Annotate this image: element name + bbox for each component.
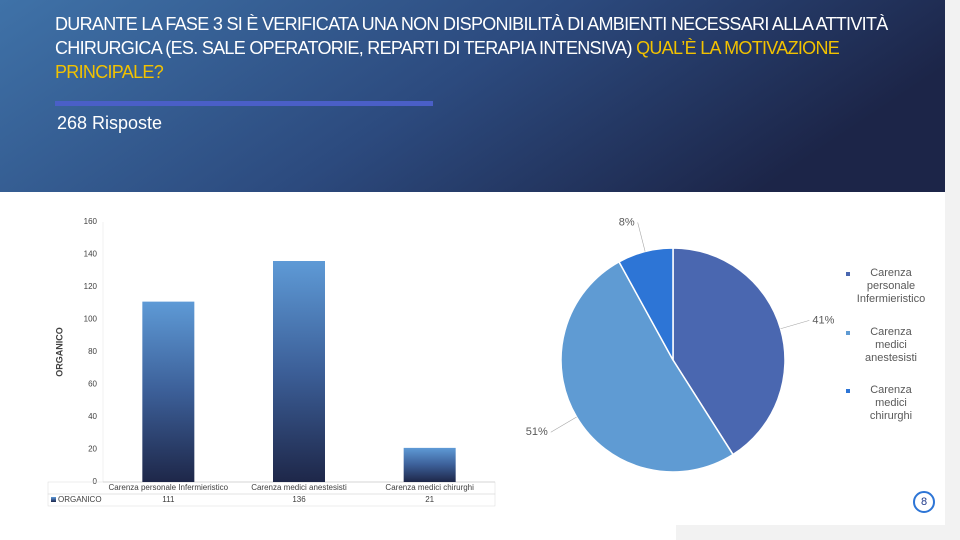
title-main: DURANTE LA FASE 3 SI È VERIFICATA UNA NO… [55,14,888,58]
y-tick-label: 100 [84,315,98,324]
legend-label: Carenza medici chirurghi [869,384,913,422]
leader-line [550,416,577,433]
bar [403,447,456,482]
table-border [47,493,496,507]
x-tick-label: Carenza personale Infermieristico [109,483,229,492]
side-strip [945,0,960,540]
page-badge [913,491,935,513]
title-highlight: QUAL’È LA MOTIVAZIONE PRINCIPALE? [55,38,840,82]
y-tick-label: 0 [93,477,98,486]
y-tick-label: 40 [88,412,97,421]
legend-marker [846,389,850,393]
legend-swatch [51,497,56,502]
table-value: 136 [292,495,306,504]
bar [273,261,325,482]
y-axis-label: ORGANICO [54,327,64,377]
table-value: 21 [425,495,434,504]
title-underline [55,101,433,106]
legend-entry: Carenza medici anestesisti [846,326,926,365]
y-tick-label: 120 [84,282,98,291]
y-tick-label: 20 [88,445,97,454]
slide-title: DURANTE LA FASE 3 SI È VERIFICATA UNA NO… [55,12,895,84]
data-label: 41% [812,314,834,326]
x-tick-label: Carenza medici chirurghi [385,483,474,492]
leader-line [780,320,810,330]
y-tick-label: 80 [88,347,97,356]
y-tick-label: 160 [84,217,98,226]
legend-label: Carenza personale Infermieristico [856,267,926,305]
x-tick-label: Carenza medici anestesisti [251,483,347,492]
legend-label: ORGANICO [58,495,102,504]
page-number: 8 [920,496,928,508]
y-tick-label: 60 [88,380,97,389]
data-label: 51% [526,426,548,438]
leader-line [637,222,646,252]
pie-slice [618,247,674,361]
legend-label: Carenza medici anestesisti [865,326,917,364]
legend-entry: Carenza medici chirurghi [846,384,926,423]
table-value: 111 [162,495,175,504]
data-label: 8% [619,216,635,228]
pie-slice [560,260,735,473]
subtitle: 268 Risposte [57,113,163,133]
legend-marker [846,272,850,276]
y-tick-label: 140 [84,250,98,259]
header-band [0,0,960,192]
legend-marker [846,331,850,335]
legend-entry: Carenza personale Infermieristico [846,267,926,306]
bar [142,301,195,482]
bottom-strip [676,525,960,540]
